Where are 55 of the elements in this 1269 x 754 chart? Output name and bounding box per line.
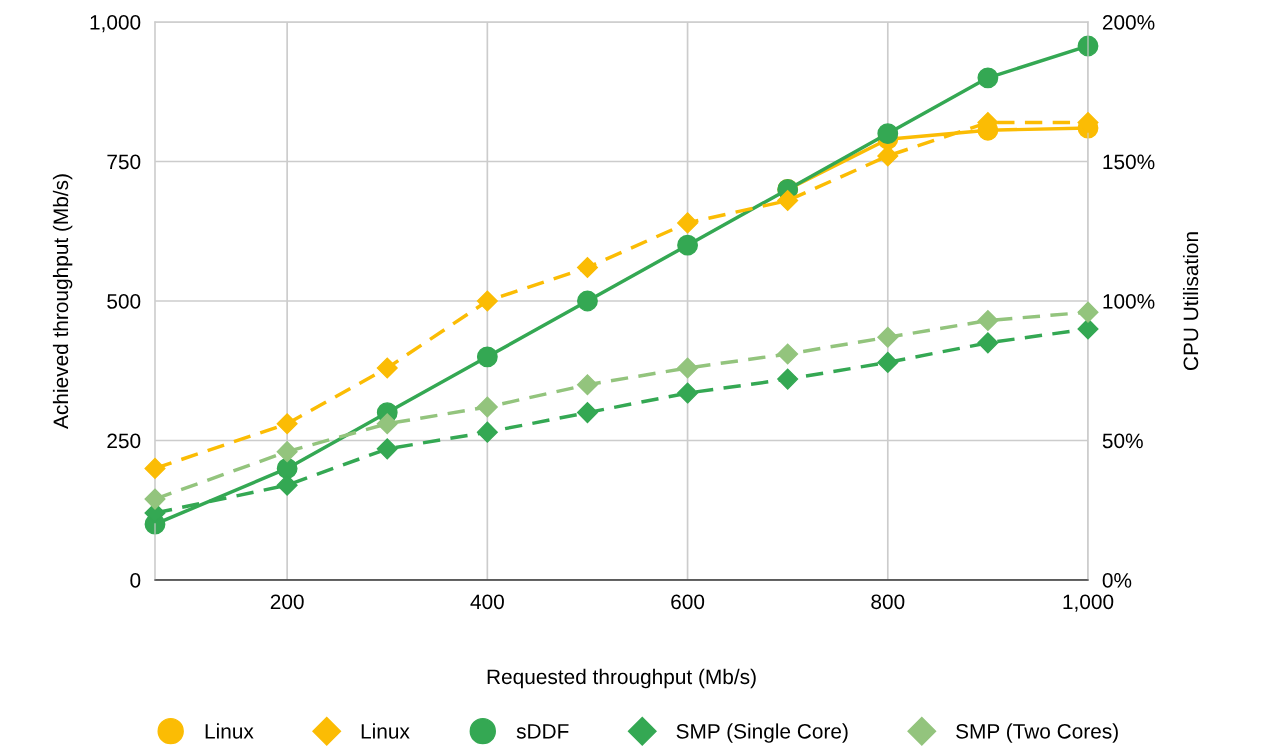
point — [677, 234, 698, 256]
point — [677, 212, 699, 234]
point — [476, 346, 498, 368]
point — [144, 488, 166, 510]
y-tick-label: 1,000 — [90, 15, 141, 33]
x-axis-title: Requested throughput (Mb/s) — [487, 668, 756, 689]
y2-tick-label: 50% — [1102, 433, 1143, 449]
point — [777, 190, 799, 212]
point — [677, 357, 699, 379]
y-tick-label: 0 — [130, 573, 141, 588]
point — [576, 374, 598, 396]
y-tick-label: 500 — [107, 294, 141, 309]
point — [777, 368, 799, 390]
point — [877, 123, 899, 145]
point — [276, 441, 298, 463]
y-tick-label: 250 — [107, 433, 141, 449]
y2-axis-title: CPU Utilisation — [1182, 232, 1199, 370]
y-tick-label: 750 — [107, 154, 141, 170]
point — [276, 413, 298, 435]
y2-tick-label: 150% — [1103, 154, 1155, 170]
point — [877, 351, 899, 373]
point — [1077, 318, 1099, 340]
point — [376, 438, 398, 460]
x-tick-label: 400 — [470, 594, 504, 610]
point — [777, 343, 799, 365]
point — [476, 396, 498, 418]
legend-label: sDDF — [516, 724, 569, 739]
legend-label: SMP (Single Core) — [676, 723, 848, 743]
point — [977, 310, 999, 332]
point — [877, 326, 899, 348]
x-tick-label: 600 — [671, 594, 705, 610]
point — [376, 413, 398, 435]
point — [476, 421, 498, 443]
legend-label: Linux — [361, 723, 410, 739]
point — [977, 67, 999, 89]
y-axis-title: Achieved throughput (Mb/s) — [52, 174, 73, 429]
point — [1077, 111, 1099, 133]
y2-tick-label: 0% — [1102, 573, 1132, 588]
point — [576, 257, 598, 279]
point — [977, 332, 999, 354]
point — [577, 290, 598, 312]
x-tick-label: 800 — [871, 594, 905, 610]
y2-tick-label: 100% — [1103, 294, 1155, 309]
point — [1077, 301, 1099, 323]
legend-label: Linux — [205, 723, 254, 739]
legend-label: SMP (Two Cores) — [956, 723, 1118, 743]
point — [476, 290, 498, 312]
point — [877, 145, 899, 167]
x-tick-label: 200 — [270, 594, 304, 610]
point — [376, 357, 398, 379]
x-tick-label: 1,000 — [1063, 594, 1114, 612]
point — [576, 402, 598, 424]
point — [144, 457, 166, 479]
point — [677, 382, 699, 404]
y2-tick-label: 200% — [1102, 15, 1155, 30]
